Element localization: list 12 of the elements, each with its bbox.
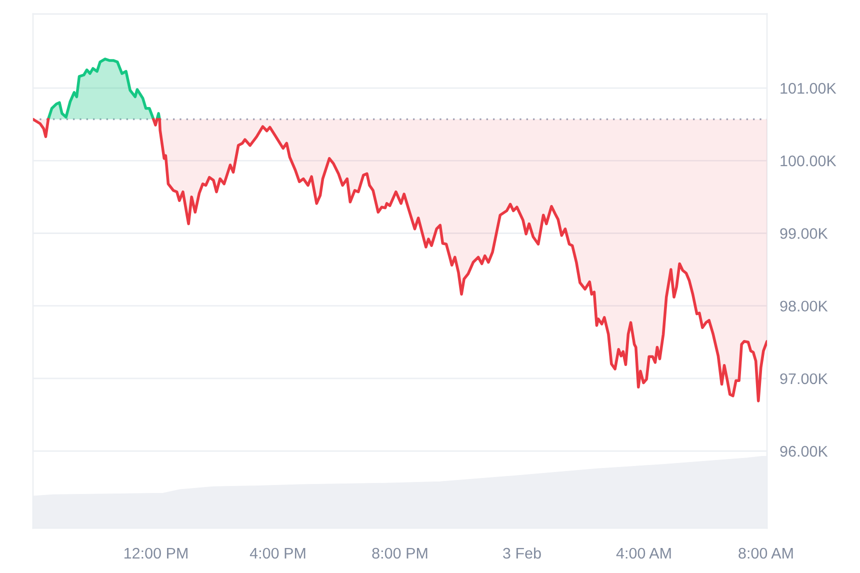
x-tick-label: 4:00 PM xyxy=(250,548,306,559)
x-tick-label: 12:00 PM xyxy=(124,548,188,559)
y-tick-label: 101.00K xyxy=(780,82,836,94)
x-tick-label: 8:00 AM xyxy=(738,548,793,559)
x-tick-label: 4:00 AM xyxy=(616,548,671,559)
y-tick-label: 97.00K xyxy=(780,373,828,384)
x-tick-label: 8:00 PM xyxy=(372,548,428,559)
y-tick-label: 96.00K xyxy=(780,446,828,457)
x-tick-label: 3 Feb xyxy=(503,547,541,559)
y-tick-label: 99.00K xyxy=(780,228,828,239)
y-tick-label: 98.00K xyxy=(780,300,828,312)
y-tick-label: 100.00K xyxy=(780,156,836,166)
